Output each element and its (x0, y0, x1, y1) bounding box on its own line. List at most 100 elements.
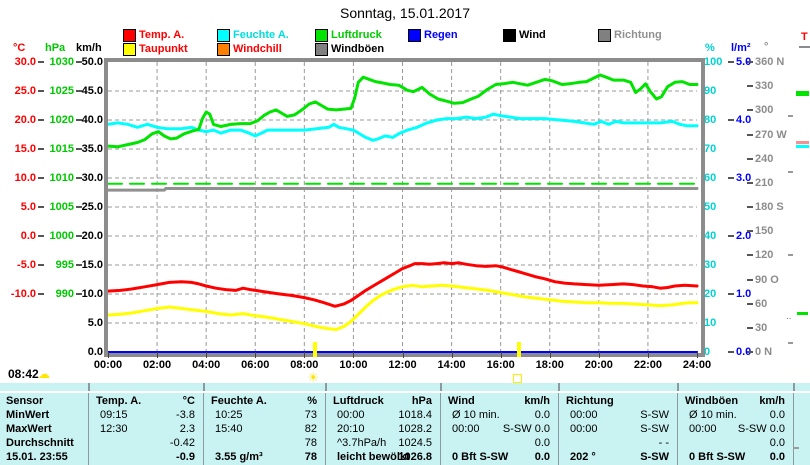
tick-hpa-0: 1030 (49, 56, 74, 68)
tick-pct-3: 70 (704, 143, 717, 155)
tick-temp-7: -5.0 (17, 259, 36, 271)
table-cell-2-2-info: ^3.7hPa/h (337, 437, 387, 449)
cloud-icon: ☁ (38, 367, 50, 381)
tickmark-hpa-0 (76, 61, 82, 63)
legend-label-8: Windböen (331, 43, 385, 55)
tick-deg-2: 300 (755, 104, 774, 117)
tickmark-temp-1 (38, 90, 44, 92)
xtick-label-4: 08:00 (290, 359, 319, 371)
table-divider-3 (440, 393, 441, 465)
table-row-label-1: MaxWert (6, 423, 52, 435)
tick-hpa-6: 1000 (49, 230, 74, 242)
tickmark-deg-6 (747, 206, 753, 208)
tick-deg-11: 30 (755, 321, 768, 334)
strip-divider-3 (440, 383, 442, 391)
tick-kmh-8: 10.0 (81, 288, 103, 300)
tickmark-deg-4 (747, 157, 753, 160)
strip-divider-4 (558, 383, 560, 391)
xtick-mark-6 (402, 352, 404, 358)
legend-swatch-3 (408, 29, 421, 42)
edge-mark-7 (797, 312, 808, 315)
xtick-label-11: 22:00 (633, 359, 662, 371)
xtick-mark-1 (157, 352, 159, 358)
tick-deg-12: 0 N (755, 346, 773, 358)
tick-lm2-1: 4.0 (736, 114, 752, 126)
edge-mark-1 (796, 91, 809, 96)
xtick-label-12: 24:00 (682, 359, 712, 371)
legend-label-6: Taupunkt (139, 43, 188, 55)
xtick-label-5: 10:00 (339, 359, 368, 371)
xtick-mark-4 (304, 352, 306, 358)
table-cell-0-4-info: 00:00 (570, 409, 598, 421)
tick-lm2-2: 3.0 (736, 172, 752, 184)
table-cell-1-2-value: 1028.2 (398, 423, 432, 435)
tickmark-deg-5 (747, 181, 753, 184)
table-header-col-2: Luftdruck (333, 395, 384, 407)
strip-divider-5 (677, 383, 679, 391)
tick-pct-9: 10 (704, 317, 717, 329)
tick-deg-0: 360 N (755, 56, 785, 68)
tick-deg-3: 270 W (755, 128, 787, 141)
cropped-next-panel-label: T (801, 31, 808, 43)
table-cell-3-5-value: 0.0 (769, 451, 785, 463)
tick-kmh-7: 15.0 (81, 259, 103, 271)
tick-deg-9: 90 O (755, 273, 779, 286)
series-line-feuchte-a- (106, 112, 699, 142)
tick-kmh-5: 25.0 (81, 201, 103, 213)
table-cell-3-3-value: 0.0 (534, 451, 550, 463)
table-header-col-4: Richtung (566, 395, 614, 407)
table-cell-3-2-info: leicht bewölkt (337, 451, 410, 463)
tick-temp-3: 15.0 (14, 143, 36, 155)
tick-pct-10: 0 (704, 346, 711, 358)
tickmark-hpa-3 (76, 148, 82, 150)
axis-unit-direction: ° (764, 41, 769, 53)
tickmark-lm2-4 (728, 293, 734, 295)
table-cell-1-5-info: 00:00 (689, 423, 717, 435)
sunrise-time-label: 08:42 (8, 367, 39, 381)
table-cell-0-2-value: 1018.4 (398, 409, 432, 421)
sunset-square-icon (513, 374, 523, 383)
table-cell-1-0-info: 12:30 (100, 423, 128, 435)
tick-pct-2: 80 (704, 114, 717, 126)
tickmark-temp-4 (38, 177, 44, 179)
xtick-label-9: 18:00 (535, 359, 564, 371)
table-cell-3-0-value: -0.9 (176, 451, 195, 463)
table-cell-1-4-info: 00:00 (570, 423, 598, 435)
tick-kmh-0: 50.0 (81, 56, 103, 68)
tick-lm2-3: 2.0 (736, 230, 752, 242)
axis-unit-wind: km/h (76, 42, 102, 54)
table-cell-2-1-value: 78 (304, 437, 317, 449)
tickmark-deg-3 (747, 133, 753, 136)
tick-hpa-8: 990 (55, 288, 74, 300)
table-cell-1-3-info: 00:00 (452, 423, 480, 435)
table-top-strip (0, 383, 810, 391)
table-cell-1-4-value: S-SW (640, 423, 669, 435)
tick-kmh-10: 0.0 (87, 346, 103, 358)
table-header-unit-2: hPa (411, 395, 432, 407)
tickmark-temp-0 (38, 61, 44, 63)
edge-mark-0 (799, 46, 810, 48)
edge-dots: .. (786, 311, 792, 322)
table-cell-1-1-info: 15:40 (215, 423, 243, 435)
tick-temp-8: -10.0 (10, 288, 36, 300)
legend-swatch-4 (503, 29, 516, 42)
tickmark-lm2-2 (728, 177, 734, 179)
table-cell-1-3-value: S-SW 0.0 (502, 423, 550, 435)
xtick-mark-0 (108, 352, 109, 358)
xtick-label-10: 20:00 (584, 359, 613, 371)
tick-pct-8: 20 (704, 288, 717, 300)
tick-kmh-3: 35.0 (81, 143, 103, 155)
legend-label-2: Luftdruck (331, 29, 382, 41)
xtick-mark-7 (451, 352, 453, 358)
legend-label-0: Temp. A. (139, 29, 185, 41)
tick-lm2-4: 1.0 (736, 288, 752, 300)
tickmark-lm2-5 (728, 351, 734, 353)
table-cell-0-1-info: 10:25 (215, 409, 243, 421)
edge-mark-9 (793, 447, 799, 449)
axis-unit-pressure: hPa (45, 42, 66, 54)
table-header-sensor: Sensor (6, 395, 44, 407)
table-cell-1-5-value: S-SW 0.0 (737, 423, 785, 435)
tick-kmh-1: 45.0 (81, 85, 103, 97)
tickmark-temp-5 (38, 206, 44, 208)
strip-divider-2 (325, 383, 327, 391)
